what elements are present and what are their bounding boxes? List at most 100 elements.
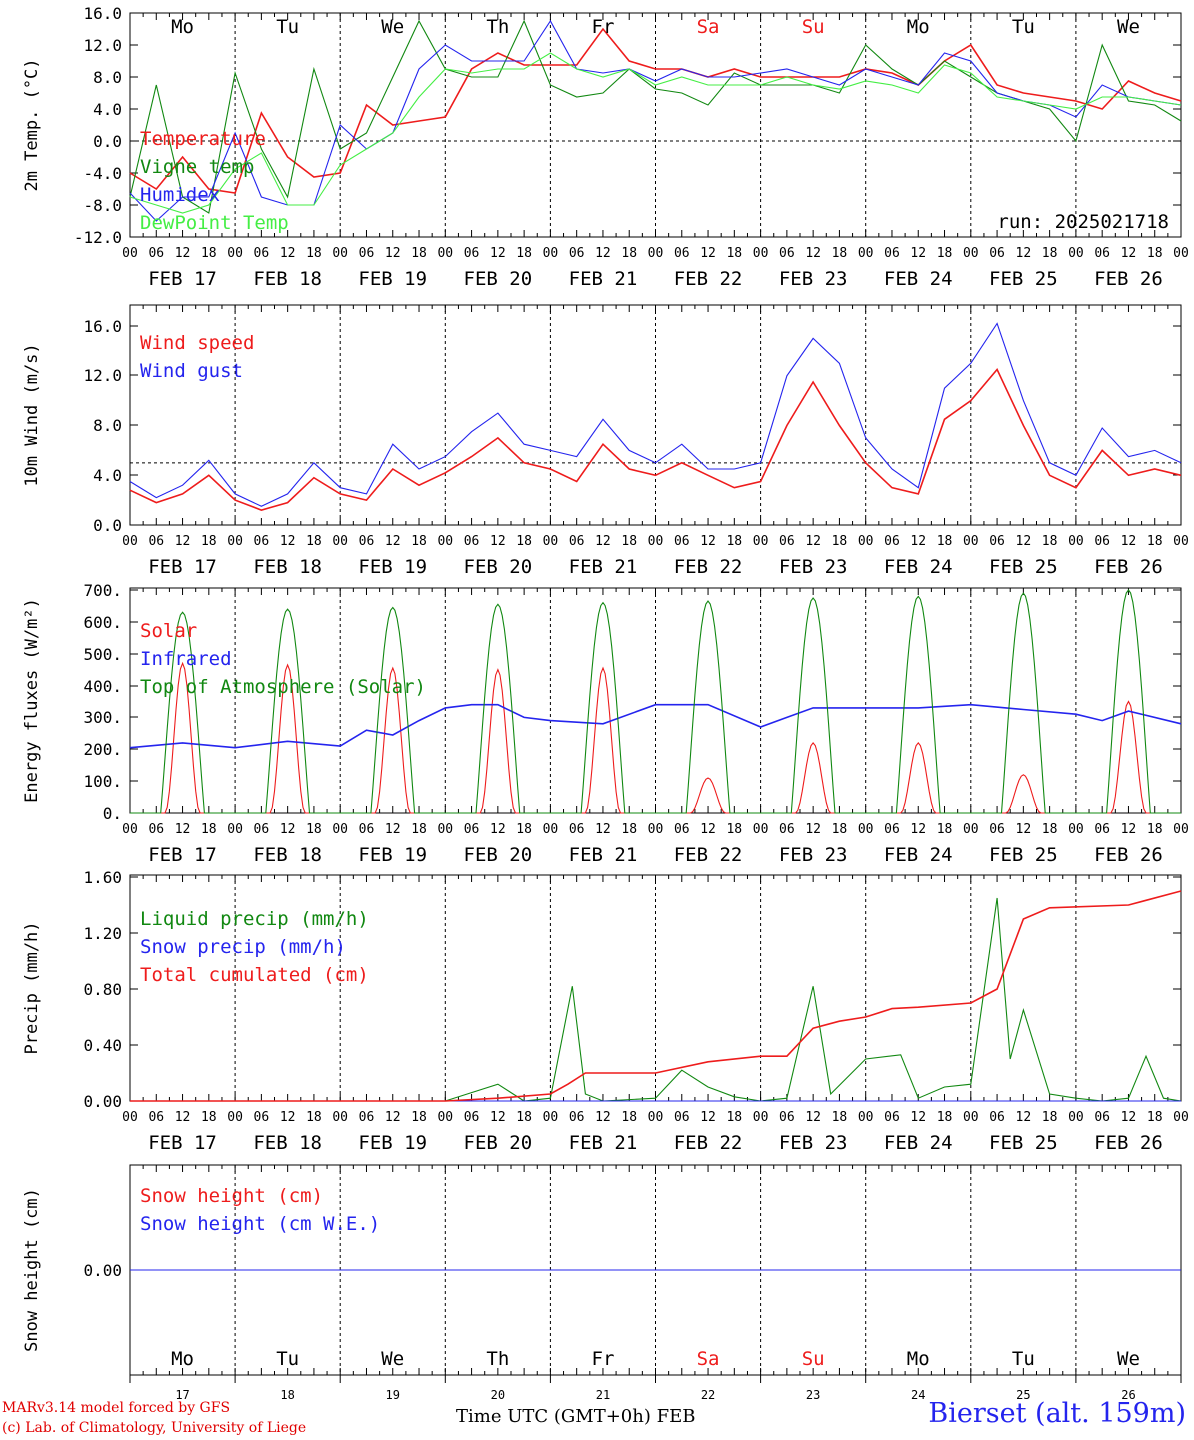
hour-tick-label: 18: [1042, 246, 1058, 261]
hour-tick-label: 06: [254, 1110, 270, 1125]
hour-tick-label: 06: [1094, 534, 1110, 549]
series-line-3: [130, 589, 1181, 814]
lab-credit: (c) Lab. of Climatology, University of L…: [2, 1420, 307, 1436]
hour-tick-label: 18: [201, 246, 217, 261]
hour-tick-label: 00: [332, 534, 348, 549]
hour-tick-label: 00: [1173, 822, 1189, 837]
hour-tick-label: 06: [779, 1110, 795, 1125]
hour-tick-label: 12: [595, 246, 611, 261]
series-line-2: [129, 322, 1182, 507]
date-label: FEB 18: [253, 556, 322, 578]
hour-tick-label: 06: [989, 1110, 1005, 1125]
day-label: Tu: [276, 16, 299, 38]
hour-tick-label: 18: [306, 534, 322, 549]
date-label: FEB 25: [989, 1132, 1058, 1154]
legend-entry: Total cumulated (cm): [140, 964, 369, 986]
date-label: FEB 24: [884, 268, 953, 290]
hour-tick-label: 00: [1173, 534, 1189, 549]
day-label: Sa: [697, 16, 720, 38]
y-tick-label: 16.0: [83, 317, 122, 336]
model-credit: MARv3.14 model forced by GFS: [2, 1400, 231, 1416]
series-line-1: [130, 897, 1182, 1102]
hour-tick-label: 00: [1068, 822, 1084, 837]
hour-tick-label: 00: [1068, 246, 1084, 261]
date-label: FEB 24: [884, 844, 953, 866]
hour-tick-label: 18: [201, 534, 217, 549]
panel-frame: [129, 12, 1182, 238]
hour-tick-label: 18: [621, 246, 637, 261]
hour-tick-label: 06: [1094, 822, 1110, 837]
hour-tick-label: 12: [595, 822, 611, 837]
y-tick-label: -12.0: [74, 228, 122, 247]
y-tick-label: 1.60: [83, 868, 122, 887]
date-label: FEB 21: [569, 556, 638, 578]
hour-tick-label: 18: [1147, 246, 1163, 261]
hour-tick-label: 00: [753, 246, 769, 261]
y-tick-label: 12.0: [83, 366, 122, 385]
hour-tick-label: 00: [437, 246, 453, 261]
hour-tick-label: 12: [700, 534, 716, 549]
hour-tick-label: 18: [516, 822, 532, 837]
hour-tick-label: 18: [201, 1110, 217, 1125]
hour-tick-label: 00: [963, 246, 979, 261]
hour-tick-label: 18: [1042, 1110, 1058, 1125]
hour-tick-label: 00: [543, 1110, 559, 1125]
date-label: FEB 19: [358, 556, 427, 578]
hour-tick-label: 12: [175, 246, 191, 261]
hour-tick-label: 06: [1094, 246, 1110, 261]
hour-tick-label: 18: [726, 246, 742, 261]
hour-tick-label: 06: [884, 534, 900, 549]
hour-tick-label: 06: [884, 822, 900, 837]
date-label: FEB 23: [779, 556, 848, 578]
hour-tick-label: 06: [359, 246, 375, 261]
hour-tick-label: 12: [700, 822, 716, 837]
y-axis-label: 10m Wind (m/s): [22, 343, 42, 486]
panel-1: [129, 12, 1182, 238]
hour-tick-label: 18: [1147, 822, 1163, 837]
series-line-3: [130, 890, 1182, 1102]
hour-tick-label: 18: [411, 822, 427, 837]
hour-tick-label: 18: [411, 246, 427, 261]
hour-tick-label: 00: [858, 246, 874, 261]
day-label: Mo: [907, 16, 930, 38]
day-label: Tu: [1012, 16, 1035, 38]
hour-tick-label: 00: [543, 534, 559, 549]
y-axis-label: Precip (mm/h): [22, 921, 42, 1054]
legend-entry: Vigne temp: [140, 156, 254, 178]
hour-tick-label: 12: [1121, 822, 1137, 837]
hour-tick-label: 00: [648, 1110, 664, 1125]
hour-tick-label: 18: [832, 1110, 848, 1125]
day-number-label: 17: [175, 1388, 189, 1402]
hour-tick-label: 06: [464, 1110, 480, 1125]
hour-tick-label: 00: [437, 1110, 453, 1125]
hour-tick-label: 12: [910, 822, 926, 837]
hour-tick-label: 18: [726, 534, 742, 549]
hour-tick-label: 06: [989, 246, 1005, 261]
y-tick-label: 8.0: [93, 68, 122, 87]
date-label: FEB 20: [464, 268, 533, 290]
date-label: FEB 22: [674, 268, 743, 290]
date-label: FEB 19: [358, 268, 427, 290]
hour-tick-label: 18: [516, 534, 532, 549]
hour-tick-label: 18: [726, 1110, 742, 1125]
hour-tick-label: 12: [910, 1110, 926, 1125]
panel-2: [129, 304, 1182, 526]
date-label: FEB 20: [464, 1132, 533, 1154]
hour-tick-label: 00: [753, 1110, 769, 1125]
hour-tick-label: 18: [621, 1110, 637, 1125]
legend-entry: Infrared: [140, 648, 232, 670]
hour-tick-label: 12: [280, 822, 296, 837]
hour-tick-label: 00: [753, 822, 769, 837]
hour-tick-label: 00: [648, 246, 664, 261]
hour-tick-label: 18: [1147, 534, 1163, 549]
day-label: We: [381, 1348, 404, 1370]
date-label: FEB 25: [989, 268, 1058, 290]
y-tick-label: 700.: [83, 581, 122, 600]
day-label: Th: [486, 1348, 509, 1370]
hour-tick-label: 06: [148, 246, 164, 261]
hour-tick-label: 06: [359, 534, 375, 549]
hour-tick-label: 18: [306, 246, 322, 261]
hour-tick-label: 18: [937, 534, 953, 549]
panel-5: [129, 1164, 1182, 1383]
